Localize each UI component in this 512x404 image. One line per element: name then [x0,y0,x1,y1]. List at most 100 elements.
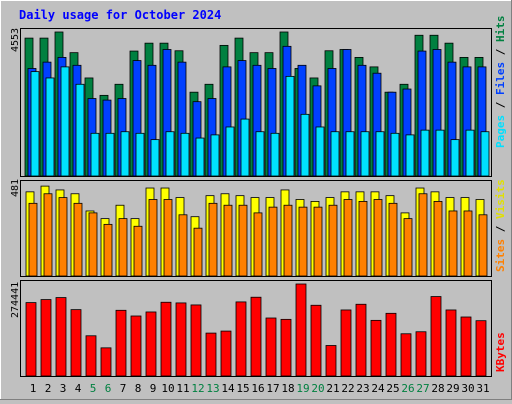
pages-bar-day-21 [330,131,340,177]
sites-bar-day-4 [73,202,83,277]
x-tick-label-day-1: 1 [30,382,37,395]
pages-bar-day-25 [390,132,400,177]
sites-bar-day-17 [268,206,278,277]
pages-bar-day-11 [180,132,190,177]
x-tick-label-day-31: 31 [476,382,489,395]
legend-files-label: Files [494,62,507,95]
sites-bar-day-26 [403,218,413,277]
pages-bar-day-26 [405,134,415,177]
sites-bar-day-9 [148,199,158,277]
sites-bar-day-14 [223,204,233,277]
legend-hits-label: Hits [494,16,507,43]
sites-bar-day-16 [253,212,263,277]
x-tick-label-day-23: 23 [356,382,369,395]
sites-bar-day-29 [448,210,458,277]
sites-bar-day-13 [208,202,218,277]
sites-bar-day-1 [28,202,38,277]
x-tick-label-day-3: 3 [60,382,67,395]
sites-bar-day-7 [118,218,128,277]
kbytes-bar-day-12 [190,304,202,377]
x-tick-label-day-30: 30 [461,382,474,395]
sites-bar-day-2 [43,193,53,277]
sites-bar-day-18 [283,204,293,277]
pages-bar-day-8 [135,132,145,177]
x-tick-label-day-4: 4 [75,382,82,395]
x-tick-label-day-24: 24 [371,382,385,395]
sites-bar-day-10 [163,199,173,277]
kbytes-bar-day-1 [25,302,37,377]
sites-bar-day-20 [313,206,323,277]
kbytes-bar-day-9 [145,311,157,377]
pages-bar-day-12 [195,137,205,177]
pages-bar-day-24 [375,131,385,177]
sites-bar-day-23 [358,201,368,277]
kbytes-bar-day-27 [415,331,427,377]
pages-bar-day-4 [75,83,85,177]
kbytes-bar-day-17 [265,317,277,377]
pages-bar-day-27 [420,129,430,177]
kbytes-bar-day-18 [280,318,292,377]
legend-separator: / [494,42,507,62]
pages-bar-day-3 [60,66,70,177]
kbytes-bar-day-21 [325,345,337,377]
pages-bar-day-13 [210,134,220,177]
kbytes-bar-day-13 [205,332,217,377]
x-tick-label-day-10: 10 [161,382,174,395]
kbytes-bar-day-15 [235,301,247,377]
sites-bar-day-6 [103,223,113,277]
x-tick-label-day-6: 6 [105,382,112,395]
sites-bar-day-19 [298,206,308,277]
x-tick-label-day-26: 26 [401,382,414,395]
kbytes-bar-day-22 [340,309,352,377]
x-tick-label-day-16: 16 [251,382,264,395]
pages-bar-day-1 [30,71,40,177]
kbytes-bar-day-8 [130,315,142,377]
pages-bar-day-29 [450,139,460,177]
legend-sites-label: Sites [494,239,507,272]
kbytes-bar-day-14 [220,330,232,377]
x-tick-label-day-22: 22 [341,382,354,395]
x-tick-label-day-9: 9 [150,382,157,395]
legend-visits-sites: Sites / Visits [494,179,507,272]
chart-title: Daily usage for October 2024 [19,8,221,22]
hits-ymax-label: 4553 [10,28,21,52]
pages-bar-day-22 [345,131,355,177]
legend-kbytes: KBytes [494,332,507,372]
kbytes-bar-day-16 [250,296,262,377]
kbytes-ymax-label: 274441 [10,282,21,318]
kbytes-bar-day-3 [55,297,67,377]
kbytes-bar-day-7 [115,309,127,377]
bars-layer [24,31,490,377]
sites-bar-day-22 [343,199,353,277]
pages-bar-day-17 [270,132,280,177]
pages-bar-day-9 [150,139,160,177]
visits-ymax-label: 481 [10,179,21,197]
sites-bar-day-27 [418,193,428,277]
kbytes-bar-day-24 [370,319,382,377]
legend-pages-label: Pages [494,115,507,148]
kbytes-bar-day-31 [475,320,487,377]
kbytes-bar-day-5 [85,335,97,377]
x-tick-label-day-25: 25 [386,382,399,395]
x-tick-label-day-15: 15 [236,382,249,395]
pages-bar-day-31 [480,131,490,177]
kbytes-bar-day-10 [160,301,172,377]
legend-separator: / [494,219,507,239]
sites-bar-day-28 [433,201,443,277]
pages-bar-day-23 [360,131,370,177]
kbytes-bar-day-28 [430,296,442,377]
sites-bar-day-11 [178,214,188,277]
pages-bar-day-30 [465,129,475,177]
kbytes-bar-day-26 [400,333,412,377]
sites-bar-day-3 [58,197,68,277]
kbytes-bar-day-19 [295,283,307,377]
x-tick-label-day-20: 20 [311,382,324,395]
pages-bar-day-6 [105,132,115,177]
sites-bar-day-30 [463,210,473,277]
kbytes-bar-day-6 [100,347,112,377]
sites-bar-day-8 [133,225,143,277]
pages-bar-day-10 [165,131,175,177]
x-tick-label-day-19: 19 [296,382,309,395]
x-tick-label-day-11: 11 [176,382,189,395]
